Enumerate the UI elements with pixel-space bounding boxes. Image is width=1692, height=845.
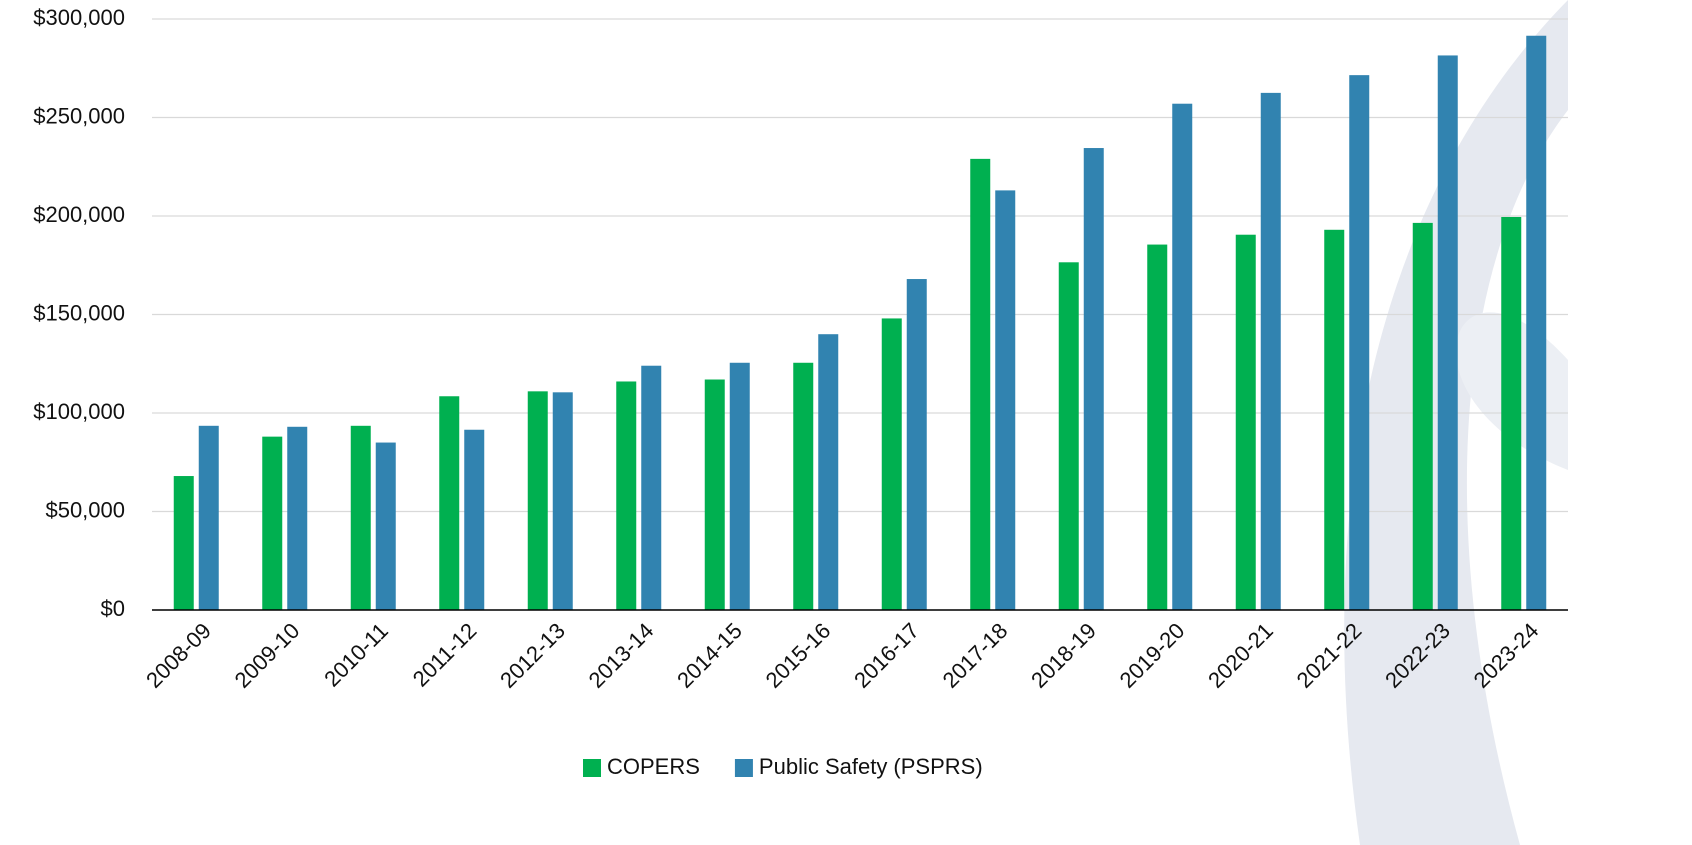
x-tick-label: 2017-18 bbox=[938, 618, 1013, 693]
x-tick-label: 2015-16 bbox=[761, 618, 836, 693]
bar bbox=[1147, 245, 1167, 610]
x-tick-label: 2016-17 bbox=[849, 618, 924, 693]
x-tick-label: 2013-14 bbox=[584, 618, 659, 693]
y-tick-label: $300,000 bbox=[33, 5, 125, 30]
bar bbox=[262, 437, 282, 610]
bar bbox=[882, 318, 902, 610]
bar bbox=[174, 476, 194, 610]
x-tick-label: 2018-19 bbox=[1026, 618, 1101, 693]
bar bbox=[351, 426, 371, 610]
x-tick-label: 2020-21 bbox=[1203, 618, 1278, 693]
bar bbox=[1084, 148, 1104, 610]
bar bbox=[1059, 262, 1079, 610]
x-tick-label: 2008-09 bbox=[141, 618, 216, 693]
bar bbox=[793, 363, 813, 610]
bar bbox=[553, 392, 573, 610]
bar bbox=[616, 381, 636, 610]
bar bbox=[641, 366, 661, 610]
y-tick-label: $100,000 bbox=[33, 399, 125, 424]
bar bbox=[705, 380, 725, 610]
bar bbox=[818, 334, 838, 610]
bar bbox=[528, 391, 548, 610]
legend-label: COPERS bbox=[607, 754, 700, 779]
y-tick-label: $0 bbox=[101, 596, 125, 621]
y-tick-label: $250,000 bbox=[33, 103, 125, 128]
bar bbox=[376, 443, 396, 610]
bar bbox=[1236, 235, 1256, 610]
bar bbox=[995, 190, 1015, 610]
x-tick-label: 2023-24 bbox=[1469, 618, 1544, 693]
bar bbox=[1324, 230, 1344, 610]
bar bbox=[464, 430, 484, 610]
bar bbox=[1349, 75, 1369, 610]
bar bbox=[730, 363, 750, 610]
x-tick-label: 2014-15 bbox=[672, 618, 747, 693]
legend-swatch bbox=[735, 759, 753, 777]
legend-label: Public Safety (PSPRS) bbox=[759, 754, 983, 779]
bar bbox=[199, 426, 219, 610]
y-tick-label: $200,000 bbox=[33, 202, 125, 227]
bar bbox=[970, 159, 990, 610]
bar bbox=[1438, 55, 1458, 610]
legend-swatch bbox=[583, 759, 601, 777]
bar bbox=[1261, 93, 1281, 610]
x-tick-label: 2009-10 bbox=[230, 618, 305, 693]
bar bbox=[1501, 217, 1521, 610]
x-tick-label: 2011-12 bbox=[408, 618, 482, 692]
chart: $0 $50,000 $100,000 $150,000 $200,000 $250,00… bbox=[0, 0, 1692, 845]
y-tick-label: $150,000 bbox=[33, 300, 125, 325]
bar bbox=[907, 279, 927, 610]
x-tick-label: 2019-20 bbox=[1115, 618, 1190, 693]
bar bbox=[1413, 223, 1433, 610]
bar bbox=[439, 396, 459, 610]
bar bbox=[1526, 36, 1546, 610]
bar bbox=[287, 427, 307, 610]
x-tick-label: 2010-11 bbox=[319, 618, 393, 692]
x-tick-label: 2012-13 bbox=[495, 618, 570, 693]
y-tick-label: $50,000 bbox=[45, 497, 125, 522]
bar bbox=[1172, 104, 1192, 610]
